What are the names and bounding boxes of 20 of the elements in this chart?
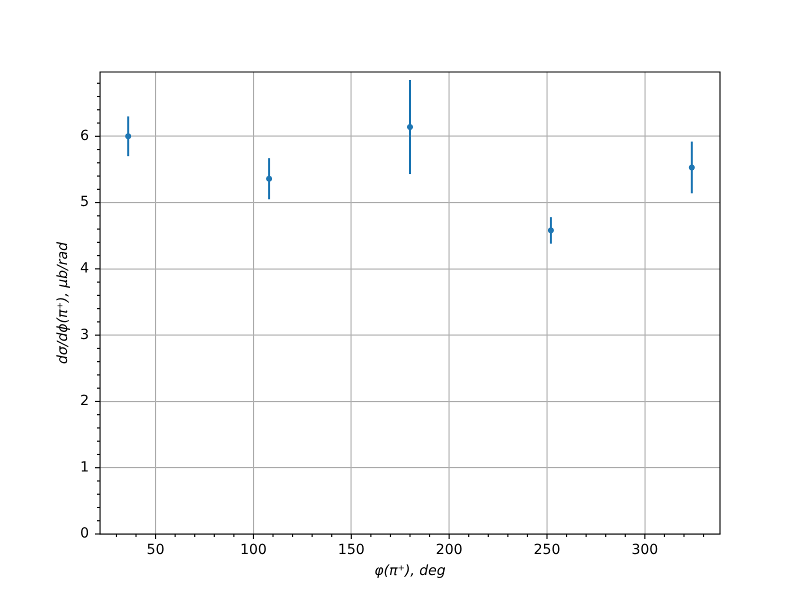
y-axis-title: dσ/dϕ(π⁺), μb/rad	[55, 242, 72, 364]
x-tick-label: 150	[338, 542, 365, 558]
x-tick-label: 250	[534, 542, 560, 558]
x-tick-label: 100	[240, 542, 267, 558]
point	[125, 133, 132, 140]
y-tick-label: 3	[80, 326, 89, 343]
y-tick-label: 2	[80, 393, 89, 410]
point	[688, 164, 695, 170]
x-tick-label: 300	[631, 542, 658, 558]
y-tick-label: 5	[80, 194, 89, 210]
y-tick-label: 6	[80, 128, 90, 144]
point	[266, 176, 272, 182]
x-axis-title: φ(π⁺), deg	[374, 563, 446, 580]
x-tick-label: 200	[436, 542, 463, 558]
y-tick-label: 1	[80, 459, 89, 476]
x-tick-label: 50	[146, 542, 164, 558]
point	[407, 124, 413, 130]
y-tick-label: 4	[80, 260, 90, 277]
y-tick-label: 0	[80, 526, 89, 542]
point	[548, 227, 554, 234]
